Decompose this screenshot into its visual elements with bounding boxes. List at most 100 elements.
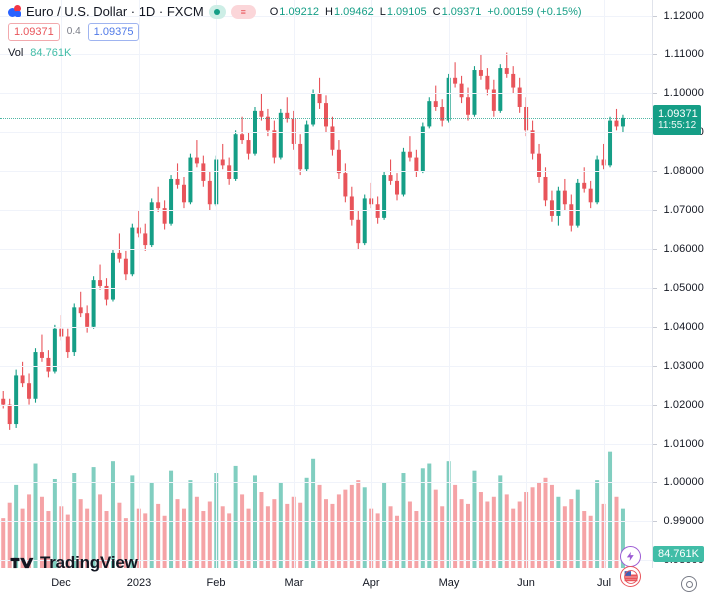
candle-body <box>459 83 464 98</box>
candle-body <box>265 116 270 131</box>
ohlc-change: +0.00159 (+0.15%) <box>487 5 582 18</box>
volume-value-tag: 84.761K <box>653 546 704 562</box>
candle-body <box>498 68 503 111</box>
volume-bar <box>227 513 232 568</box>
volume-bar <box>65 514 70 568</box>
spread-value: 0.4 <box>66 26 81 37</box>
candle-body <box>220 159 225 166</box>
symbol-title[interactable]: Euro / U.S. Dollar · 1D · FXCM <box>26 4 204 19</box>
volume-bar <box>407 501 412 568</box>
volume-bar <box>362 487 367 568</box>
price-tick-label: 1.11000 <box>664 48 704 61</box>
volume-bar <box>72 473 77 568</box>
volume-bar <box>104 511 109 568</box>
time-tick-label: 2023 <box>126 577 152 589</box>
candle-body <box>194 157 199 164</box>
time-axis[interactable]: Dec 2023 Feb Mar Apr May Jun Jul <box>0 568 710 600</box>
candle-body <box>14 375 19 425</box>
volume-bar <box>285 503 290 568</box>
volume-bar <box>181 508 186 568</box>
volume-bar <box>549 484 554 568</box>
candle-body <box>401 151 406 195</box>
volume-bar <box>504 494 509 568</box>
status-dot-badge[interactable] <box>208 4 226 19</box>
candle-body <box>530 130 535 154</box>
candle-body <box>446 77 451 121</box>
volume-bar <box>401 473 406 568</box>
gridline-horizontal <box>0 521 652 522</box>
price-tick-dash <box>652 327 657 328</box>
ohlc-key-l: L <box>379 5 386 18</box>
volume-bar <box>543 477 548 568</box>
price-tick-dash <box>652 482 657 483</box>
price-tick-dash <box>652 521 657 522</box>
gridline-vertical <box>526 0 527 568</box>
volume-bar <box>123 518 128 568</box>
legend-quote-row: 1.09371 0.4 1.09375 <box>8 22 588 41</box>
candle-body <box>330 126 335 150</box>
candle-body <box>511 73 516 88</box>
candle-body <box>52 328 57 372</box>
gridline-horizontal <box>0 54 652 55</box>
ohlc-value-h: 1.09462 <box>333 5 374 18</box>
candle-body <box>7 404 12 425</box>
candle-body <box>39 352 44 358</box>
ohlc-key-h: H <box>325 5 333 18</box>
price-axis[interactable]: 1.120001.110001.100001.090001.080001.070… <box>652 0 710 568</box>
candle-body <box>130 227 135 275</box>
bid-price[interactable]: 1.09371 <box>8 22 60 41</box>
ohlc-value-o: 1.09212 <box>279 5 320 18</box>
volume-bar <box>311 458 316 568</box>
volume-bar <box>375 513 380 568</box>
ask-price[interactable]: 1.09375 <box>87 22 140 41</box>
candle-body <box>491 89 496 111</box>
candle-body <box>414 157 419 172</box>
lightning-bolt-icon[interactable] <box>620 546 641 567</box>
tradingview-logo[interactable]: TradingView <box>10 553 138 573</box>
price-line-dotted <box>0 117 652 119</box>
candle-body <box>420 126 425 172</box>
price-tick-label: 1.04000 <box>663 320 704 333</box>
candle-body <box>356 219 361 244</box>
candle-body <box>382 175 387 218</box>
gridline-horizontal <box>0 327 652 328</box>
volume-bar <box>614 496 619 568</box>
candle-body <box>595 159 600 203</box>
volume-bar <box>569 499 574 568</box>
volume-bar <box>278 482 283 568</box>
candle-body <box>85 313 90 327</box>
volume-bar <box>298 502 303 568</box>
price-tick-dash <box>652 93 657 94</box>
volume-value: 84.761K <box>30 46 72 59</box>
data-mode-badge[interactable]: ≡ <box>230 4 256 19</box>
candle-body <box>259 110 264 117</box>
candle-body <box>207 180 212 205</box>
gridline-vertical <box>449 0 450 568</box>
candle-body <box>427 101 432 127</box>
volume-bar <box>517 501 522 568</box>
gridline-horizontal <box>0 560 652 561</box>
volume-bar <box>382 482 387 568</box>
gridline-horizontal <box>0 210 652 211</box>
us-flag-icon[interactable] <box>620 566 641 587</box>
volume-bar <box>78 499 83 568</box>
volume-bar <box>136 508 141 568</box>
current-price-tag: 1.09371 11:55:12 <box>653 104 701 135</box>
volume-bar <box>356 480 361 568</box>
candle-body <box>575 182 580 226</box>
gridline-vertical <box>371 0 372 568</box>
candle-body <box>104 285 109 300</box>
candle-body <box>227 165 232 179</box>
candle-body <box>317 93 322 104</box>
volume-bar <box>395 515 400 568</box>
settings-gear-icon[interactable] <box>681 576 697 592</box>
chart-plot-area[interactable] <box>0 0 652 568</box>
candle-body <box>149 202 154 246</box>
gridline-horizontal <box>0 288 652 289</box>
volume-bar <box>14 484 19 568</box>
price-tick-dash <box>652 16 657 17</box>
price-tick-dash <box>652 171 657 172</box>
volume-bar <box>478 492 483 568</box>
price-tick-dash <box>652 366 657 367</box>
price-tick-dash <box>652 54 657 55</box>
